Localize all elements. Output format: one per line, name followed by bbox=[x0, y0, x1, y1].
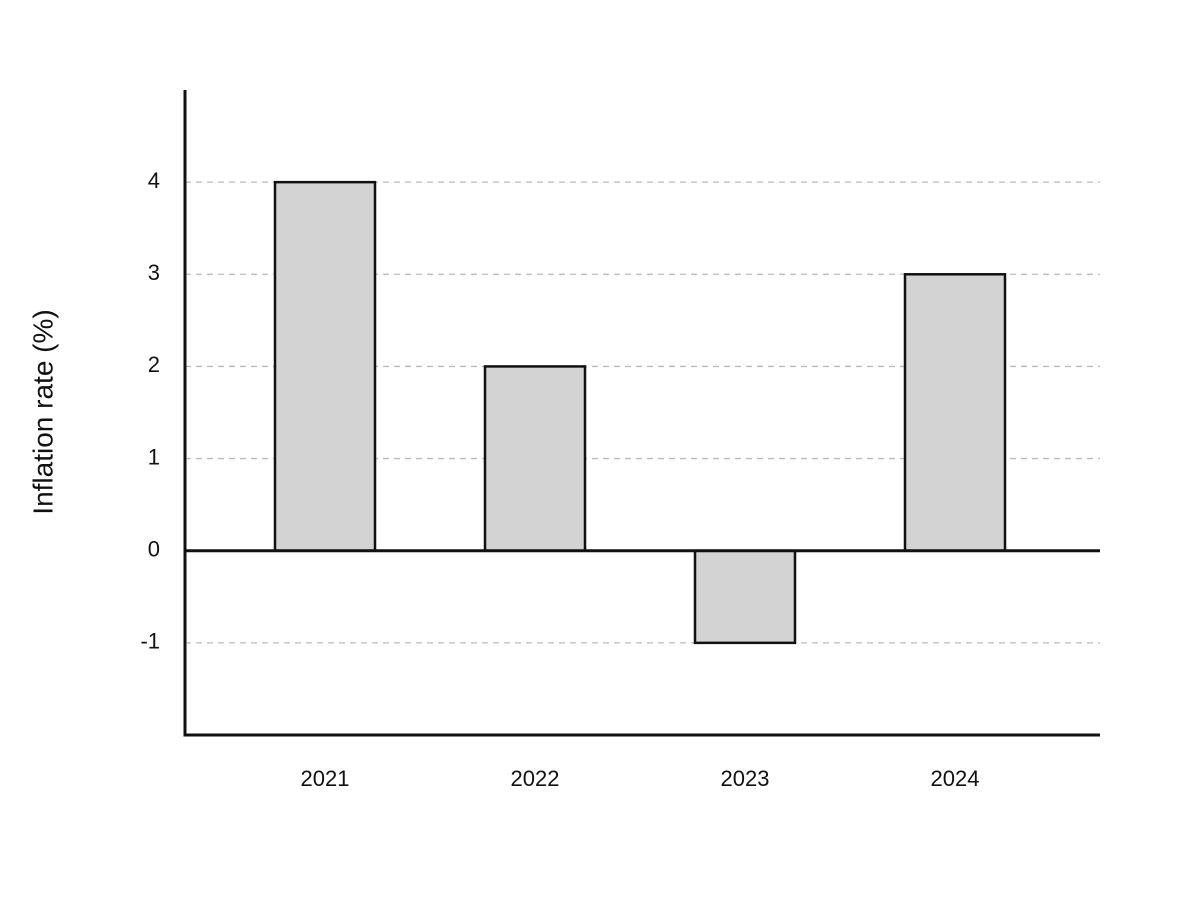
y-tick-label: 4 bbox=[148, 168, 160, 193]
x-tick-label: 2022 bbox=[511, 766, 560, 791]
y-tick-label: -1 bbox=[140, 629, 160, 654]
y-tick-label: 0 bbox=[148, 537, 160, 562]
y-tick-label: 2 bbox=[148, 352, 160, 377]
y-tick-label: 3 bbox=[148, 260, 160, 285]
x-tick-label: 2021 bbox=[301, 766, 350, 791]
x-tick-label: 2023 bbox=[721, 766, 770, 791]
bar bbox=[483, 365, 587, 552]
x-tick-label: 2024 bbox=[931, 766, 980, 791]
bar bbox=[903, 273, 1007, 552]
y-axis-label: Inflation rate (%) bbox=[27, 309, 58, 514]
bar bbox=[693, 549, 797, 645]
bar bbox=[273, 180, 377, 552]
y-tick-label: 1 bbox=[148, 444, 160, 469]
